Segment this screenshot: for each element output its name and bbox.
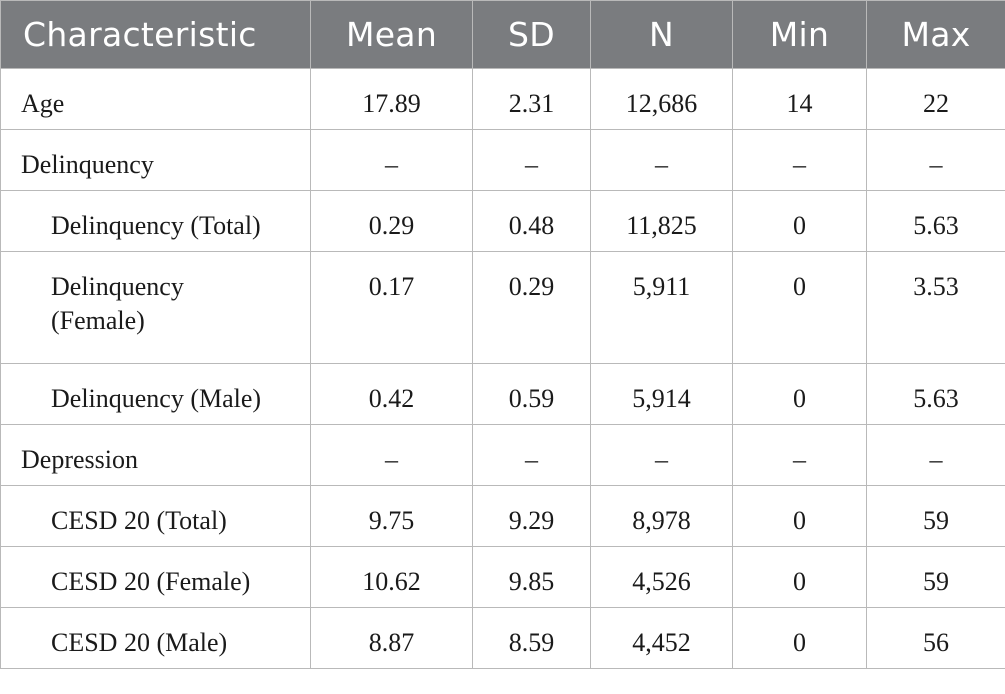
cell-n: 4,526 [590,546,733,608]
cell-sd: 9.29 [472,485,591,547]
row-label: CESD 20 (Female) [0,546,311,608]
cell-mean: 9.75 [310,485,473,547]
table-row: Age 17.89 2.31 12,686 14 22 [0,68,1005,130]
cell-max: 56 [866,607,1005,669]
row-label: Delinquency (Male) [0,363,311,425]
row-label: CESD 20 (Male) [0,607,311,669]
cell-min: – [732,424,867,486]
table-row: Delinquency (Male) 0.42 0.59 5,914 0 5.6… [0,363,1005,425]
cell-mean: 8.87 [310,607,473,669]
cell-mean: 0.42 [310,363,473,425]
cell-sd: 0.59 [472,363,591,425]
header-row: Characteristic Mean SD N Min Max [0,0,1005,69]
cell-n: 5,914 [590,363,733,425]
row-label-line-1: Delinquency [51,272,184,301]
row-label: Depression [0,424,311,486]
cell-n: – [590,424,733,486]
cell-n: 5,911 [590,251,733,364]
cell-min: 14 [732,68,867,130]
cell-n: 8,978 [590,485,733,547]
cell-max: – [866,129,1005,191]
cell-mean: 0.29 [310,190,473,252]
cell-mean: 0.17 [310,251,473,364]
row-label: Age [0,68,311,130]
cell-n: 11,825 [590,190,733,252]
header-n: N [590,0,733,69]
header-min: Min [732,0,867,69]
cell-sd: 0.29 [472,251,591,364]
row-label: Delinquency (Total) [0,190,311,252]
cell-mean: 17.89 [310,68,473,130]
cell-n: 12,686 [590,68,733,130]
cell-min: 0 [732,485,867,547]
descriptive-statistics-table: Characteristic Mean SD N Min Max Age 17.… [0,0,1005,669]
header-mean: Mean [310,0,473,69]
table-row: Delinquency (Total) 0.29 0.48 11,825 0 5… [0,190,1005,252]
cell-max: 22 [866,68,1005,130]
cell-max: – [866,424,1005,486]
cell-sd: 9.85 [472,546,591,608]
cell-sd: 0.48 [472,190,591,252]
cell-sd: 8.59 [472,607,591,669]
table-row: CESD 20 (Male) 8.87 8.59 4,452 0 56 [0,607,1005,669]
row-label: Delinquency [0,129,311,191]
table-row: Delinquency (Female) 0.17 0.29 5,911 0 3.… [0,251,1005,364]
cell-max: 5.63 [866,190,1005,252]
cell-min: 0 [732,251,867,364]
cell-max: 59 [866,546,1005,608]
header-sd: SD [472,0,591,69]
cell-mean: – [310,424,473,486]
row-label-line-2: (Female) [51,306,145,335]
cell-min: 0 [732,363,867,425]
cell-n: – [590,129,733,191]
cell-mean: 10.62 [310,546,473,608]
cell-sd: – [472,129,591,191]
cell-min: 0 [732,607,867,669]
row-label: CESD 20 (Total) [0,485,311,547]
cell-sd: – [472,424,591,486]
header-characteristic: Characteristic [0,0,311,69]
cell-n: 4,452 [590,607,733,669]
header-max: Max [866,0,1005,69]
table-row: Depression – – – – – [0,424,1005,486]
cell-max: 59 [866,485,1005,547]
cell-mean: – [310,129,473,191]
cell-min: 0 [732,546,867,608]
row-label: Delinquency (Female) [0,251,311,364]
cell-min: – [732,129,867,191]
table-row: CESD 20 (Total) 9.75 9.29 8,978 0 59 [0,485,1005,547]
cell-max: 3.53 [866,251,1005,364]
cell-max: 5.63 [866,363,1005,425]
cell-min: 0 [732,190,867,252]
table-row: Delinquency – – – – – [0,129,1005,191]
table-row: CESD 20 (Female) 10.62 9.85 4,526 0 59 [0,546,1005,608]
cell-sd: 2.31 [472,68,591,130]
